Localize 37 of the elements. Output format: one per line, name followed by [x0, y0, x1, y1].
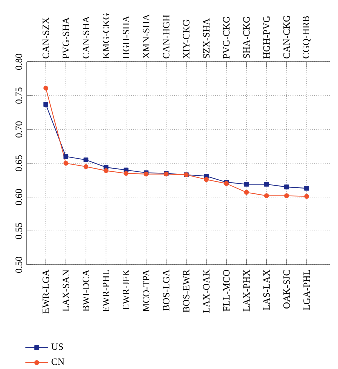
- x-tick-label: LAX-OAK: [203, 270, 210, 314]
- x-tick-label: FLL-MCO: [223, 270, 230, 312]
- y-tick-label: 0.65: [16, 155, 22, 172]
- text: XMN-SHA: [143, 14, 150, 59]
- x-tick-label: BOS-EWR: [183, 270, 190, 313]
- x-tick-label: LAX-SAN: [62, 270, 70, 312]
- x-tick-label: EWR-JFK: [123, 270, 130, 310]
- y-tick-label: 0.50: [16, 256, 22, 274]
- text: SZX-SHA: [203, 18, 210, 58]
- y-tick-label: 0.75: [16, 88, 22, 104]
- text: PVG-SHA: [62, 18, 70, 59]
- x-tick-label: LGA-PHL: [304, 270, 310, 310]
- x-tick-label: EWR-LGA: [42, 270, 50, 314]
- text: CAN-HGH: [163, 15, 170, 59]
- text: HGH-SHA: [123, 16, 130, 59]
- text: CAN-SZX: [42, 18, 50, 59]
- text: CGQ-HRB: [302, 16, 311, 59]
- legend-label: CN: [52, 358, 65, 366]
- x-tick-label: BOS-LGA: [163, 270, 170, 312]
- x-tick-label: BWI-DCA: [82, 270, 90, 312]
- y-tick-label: 0.60: [16, 189, 22, 206]
- text: HGH-PVG: [264, 16, 270, 59]
- text: CAN-SHA: [82, 16, 90, 59]
- text: CAN-CKG: [284, 16, 290, 59]
- text: KMG-CKG: [103, 14, 110, 59]
- x-tick-label: EWR-PHL: [103, 270, 110, 312]
- text: PVG-CKG: [223, 16, 230, 59]
- y-tick-label: 0.70: [16, 122, 22, 138]
- legend-label: US: [52, 344, 64, 350]
- x-tick-label: LAX-PHX: [244, 270, 250, 312]
- y-tick-label: 0.80: [16, 54, 22, 70]
- text: SHA-CKG: [243, 16, 250, 58]
- text: XIY-CKG: [183, 20, 190, 59]
- x-tick-label: LAS-LAX: [264, 270, 270, 310]
- x-tick-label: MCO-TPA: [143, 270, 150, 312]
- y-tick-label: 0.55: [16, 223, 22, 240]
- x-tick-label: OAK-SJC: [284, 270, 290, 309]
